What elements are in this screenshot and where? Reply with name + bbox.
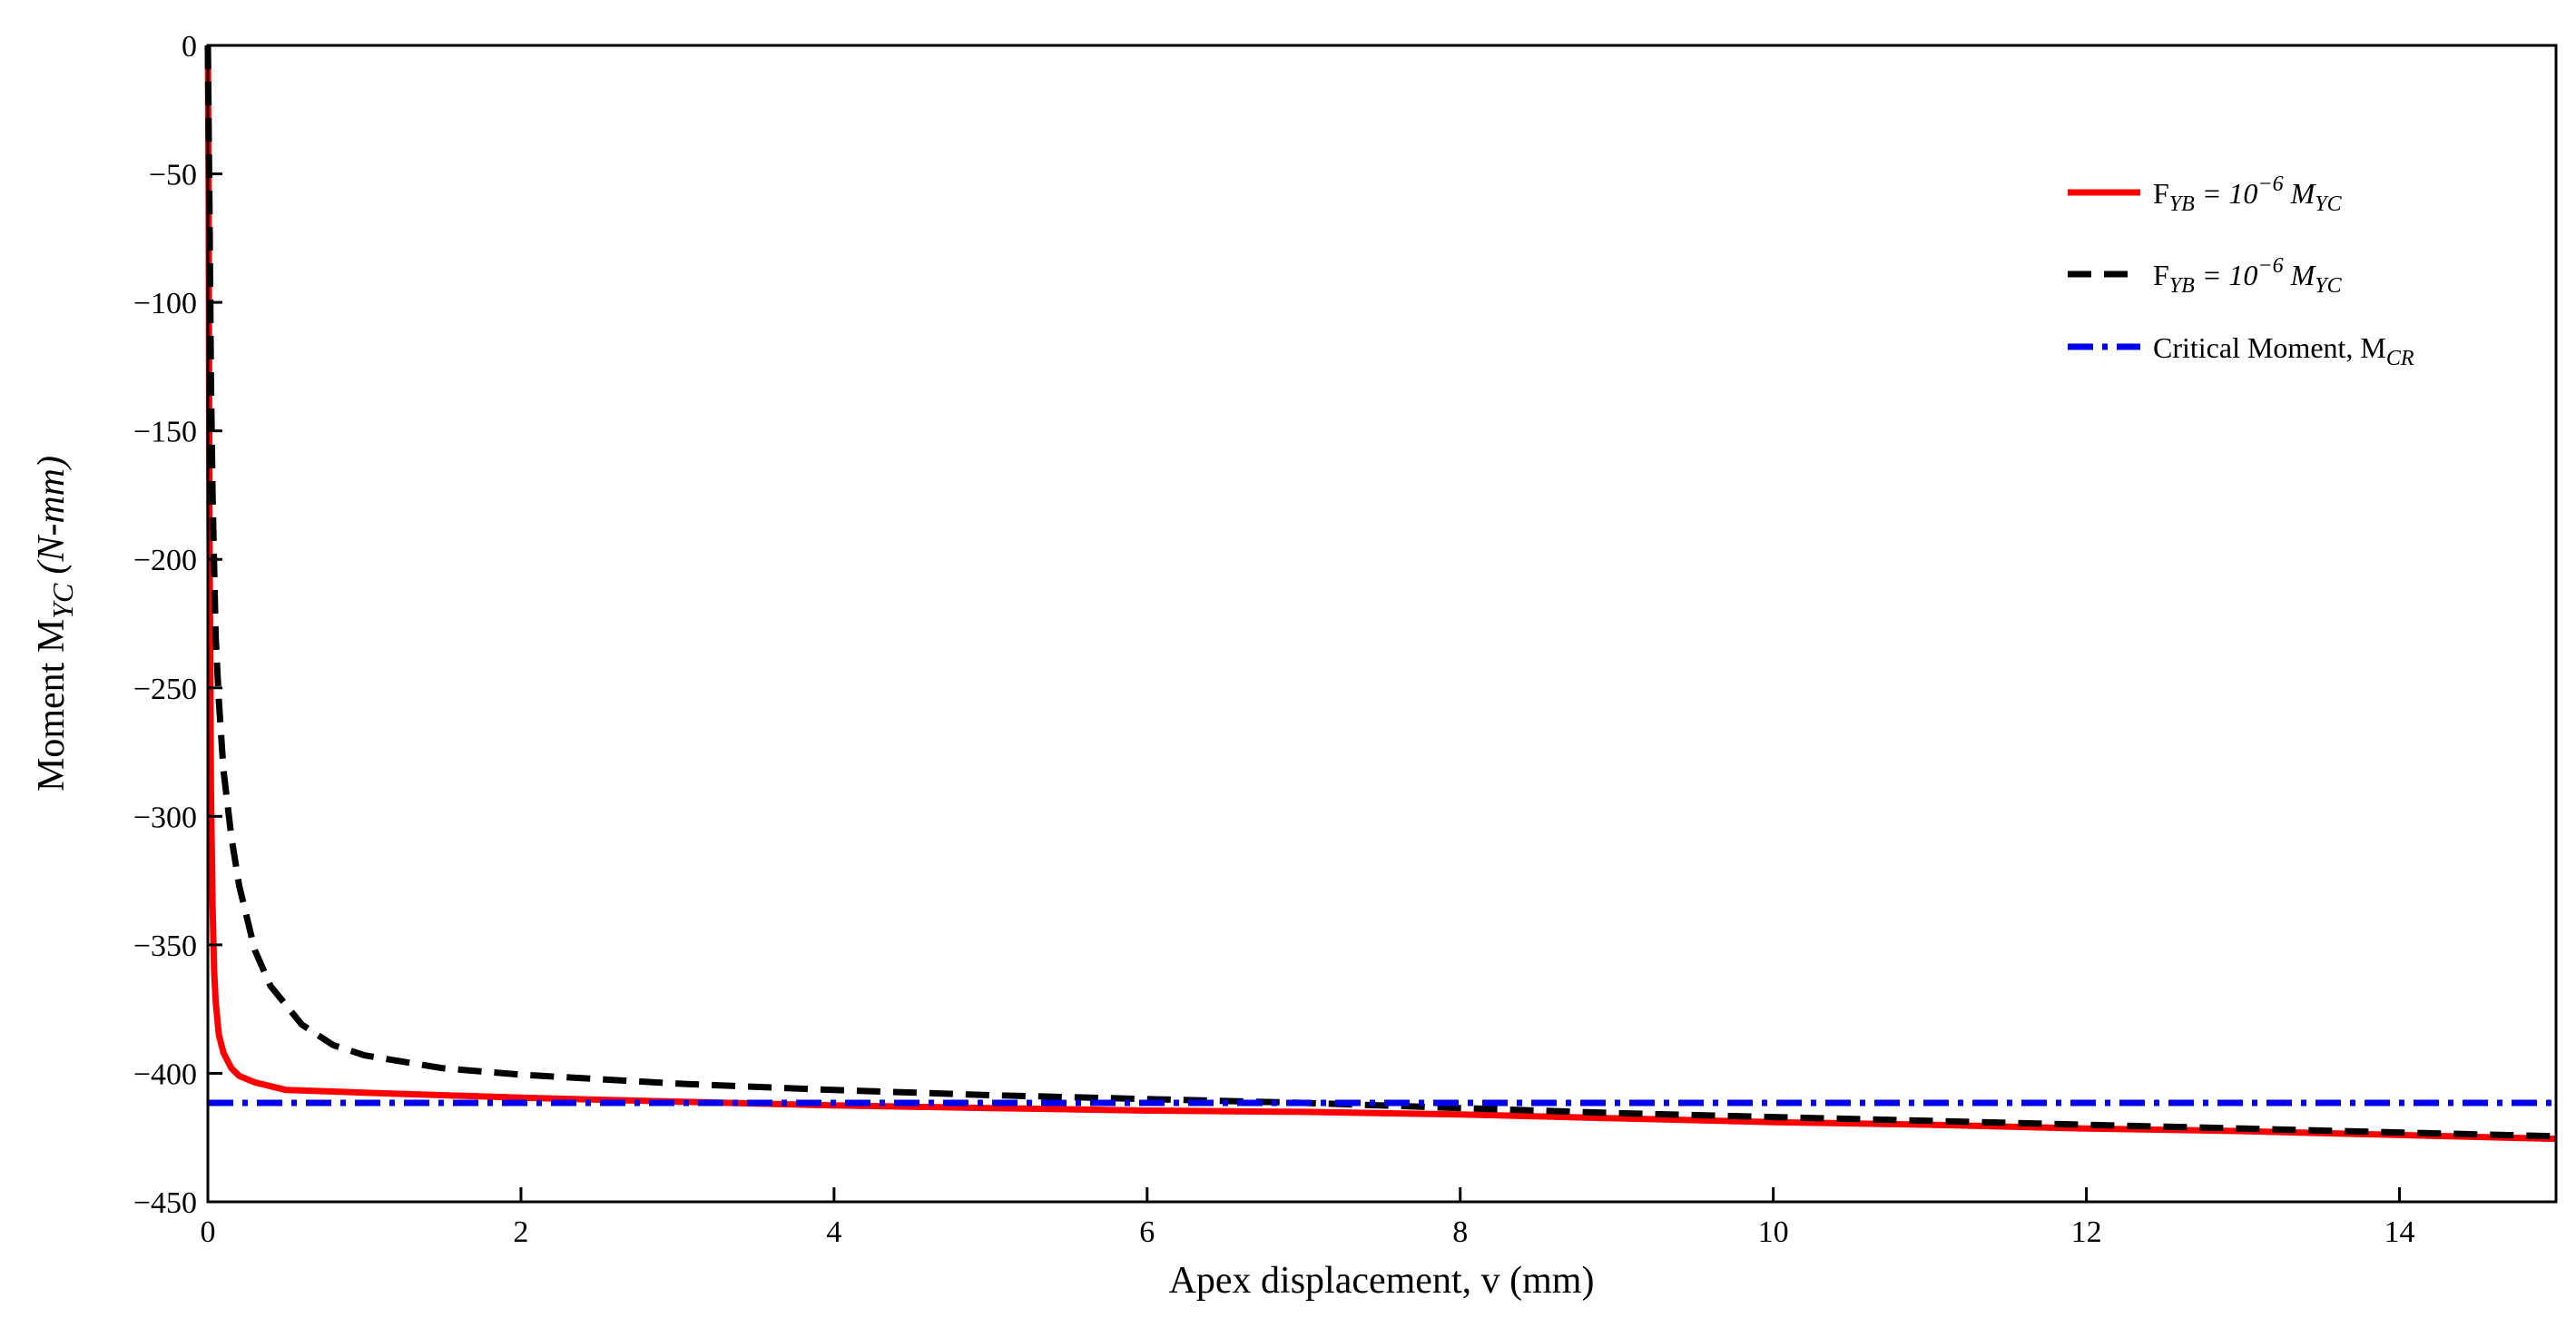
- y-tick-label: −400: [133, 1057, 197, 1091]
- legend-label-blue: Critical Moment, MCR: [2153, 331, 2414, 370]
- x-tick-label: 14: [2384, 1215, 2415, 1249]
- y-tick-label: −200: [133, 544, 197, 577]
- x-tick-label: 8: [1452, 1215, 1468, 1249]
- x-tick-label: 12: [2071, 1215, 2102, 1249]
- legend-label-black: FYB = 10−6 MYC: [2153, 254, 2343, 298]
- y-axis-label: Moment MYC (N-mm): [31, 456, 79, 792]
- y-tick-label: −300: [133, 801, 197, 834]
- legend: FYB = 10−6 MYC FYB = 10−6 MYC Critical M…: [2068, 172, 2414, 370]
- y-tick-label: −150: [133, 416, 197, 449]
- y-axis-label-unit: (N-mm): [31, 456, 73, 575]
- x-tick-label: 6: [1139, 1215, 1155, 1249]
- y-tick-label: 0: [182, 30, 197, 64]
- x-tick-label: 4: [826, 1215, 841, 1249]
- x-tick-label: 2: [513, 1215, 528, 1249]
- y-tick-label: −350: [133, 930, 197, 963]
- x-axis-label: Apex displacement, v (mm): [1169, 1260, 1595, 1302]
- y-tick-label: −100: [133, 287, 197, 320]
- y-tick-label: −50: [149, 159, 197, 192]
- ticks-layer: 0 2 4 6 8 10 12 14 0 −50 −100 −150 −200 −250 −300 −350 −…: [133, 30, 2415, 1249]
- series-line-black: [204, 44, 2557, 1140]
- y-tick-label: −250: [133, 673, 197, 706]
- x-tick-label: 10: [1758, 1215, 1789, 1249]
- x-tick-label: 0: [201, 1215, 216, 1249]
- y-axis-label-main: Moment M: [31, 619, 73, 792]
- y-tick-label: −450: [133, 1186, 197, 1220]
- plot-frame: [206, 44, 2558, 1204]
- series-layer: [204, 44, 2557, 1143]
- series-line-red: [204, 44, 2557, 1143]
- legend-label-red: FYB = 10−6 MYC: [2153, 172, 2343, 216]
- y-axis-label-sub: YC: [46, 583, 79, 619]
